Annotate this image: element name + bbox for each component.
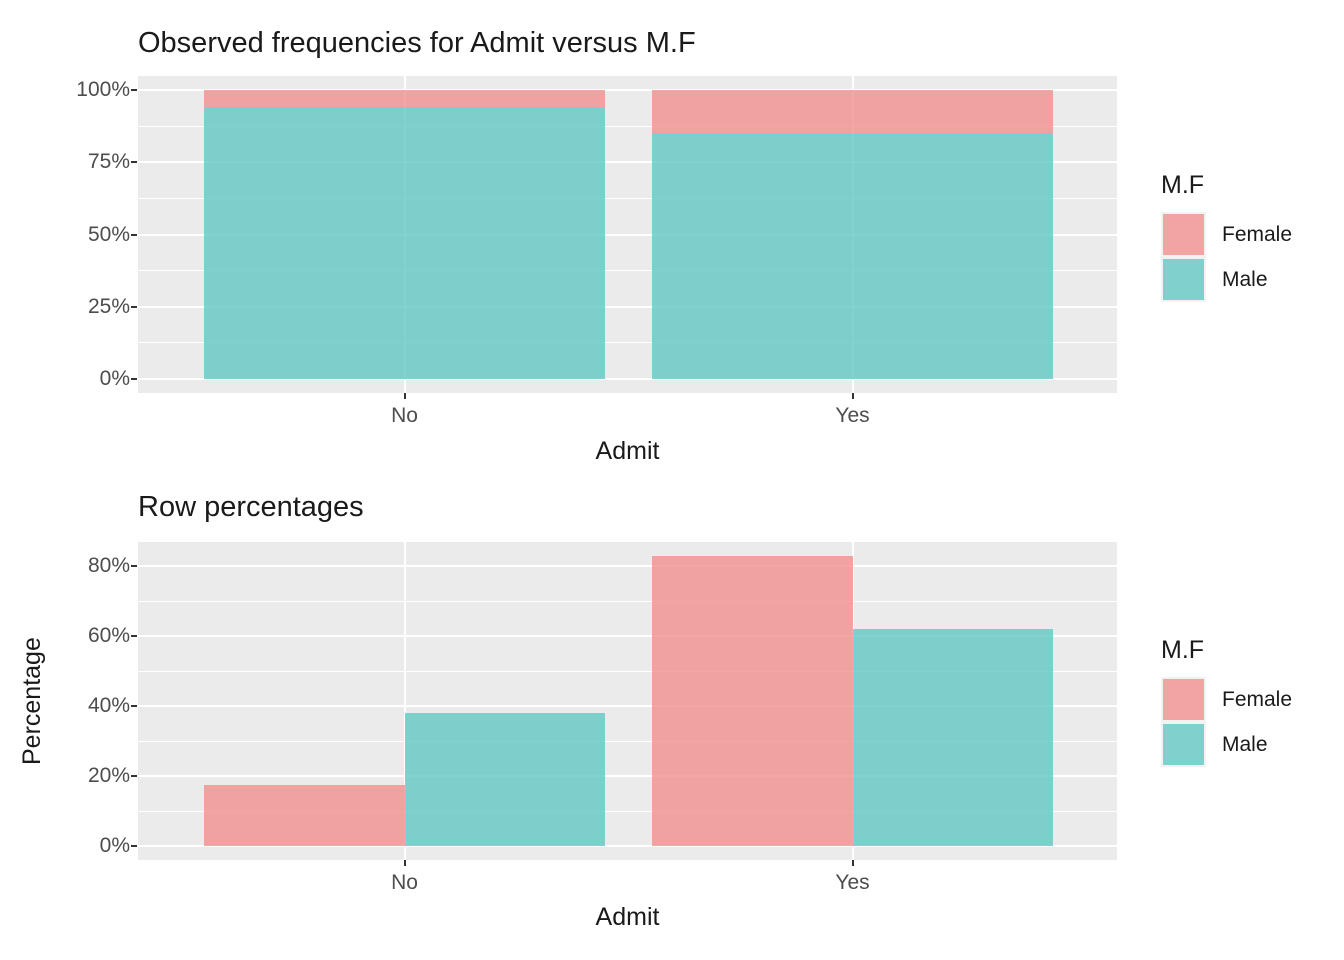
female-swatch bbox=[1161, 677, 1206, 722]
bar-male bbox=[852, 629, 1053, 846]
gridline-major bbox=[138, 89, 1117, 91]
y-tick-mark bbox=[131, 161, 137, 164]
bar-female bbox=[652, 90, 1053, 134]
male-swatch bbox=[1161, 722, 1206, 767]
chart2-x-axis-title: Admit bbox=[595, 903, 660, 931]
chart1-x-axis-title: Admit bbox=[595, 437, 660, 465]
x-tick-label: No bbox=[391, 404, 418, 427]
y-tick-mark bbox=[131, 565, 137, 567]
y-tick-mark bbox=[131, 233, 137, 236]
gridline-minor bbox=[138, 810, 1117, 812]
gridline-minor bbox=[138, 342, 1117, 344]
y-tick-label: 100% bbox=[76, 78, 130, 101]
chart2-legend-label-male: Male bbox=[1222, 732, 1268, 756]
y-tick-label: 0% bbox=[99, 834, 130, 857]
y-tick-mark bbox=[131, 635, 137, 637]
bar-male bbox=[204, 107, 605, 379]
chart2-legend-key-male: Male bbox=[1161, 722, 1292, 767]
chart2-legend-title: M.F bbox=[1161, 636, 1205, 664]
x-tick-label: Yes bbox=[835, 871, 870, 894]
gridline-minor bbox=[138, 670, 1117, 672]
chart2-legend-key-female: Female bbox=[1161, 677, 1292, 722]
bar-female bbox=[204, 784, 405, 846]
x-tick-mark bbox=[403, 393, 406, 399]
gridline-minor bbox=[138, 197, 1117, 199]
chart2-panel bbox=[138, 542, 1117, 860]
chart2-legend: M.F Female Male bbox=[1161, 635, 1292, 767]
chart1-panel bbox=[138, 76, 1117, 393]
bar-male bbox=[652, 133, 1053, 379]
gridline-major bbox=[138, 305, 1117, 308]
gridline-major bbox=[138, 775, 1117, 777]
gridline-major bbox=[138, 565, 1117, 567]
gridline-minor bbox=[138, 125, 1117, 127]
bar-female bbox=[204, 90, 605, 108]
gridline-major bbox=[138, 705, 1117, 707]
y-tick-label: 20% bbox=[87, 764, 130, 787]
y-tick-label: 60% bbox=[87, 624, 130, 647]
y-tick-mark bbox=[131, 775, 137, 777]
bar-female bbox=[652, 555, 853, 846]
male-swatch bbox=[1161, 257, 1206, 302]
gridline-minor bbox=[138, 740, 1117, 742]
y-tick-label: 25% bbox=[87, 294, 130, 318]
gridline-major bbox=[138, 233, 1117, 236]
gridline-minor bbox=[138, 270, 1117, 272]
chart1-legend: M.F Female Male bbox=[1161, 170, 1292, 302]
y-tick-mark bbox=[131, 89, 137, 91]
y-tick-mark bbox=[131, 705, 137, 707]
gridline-major bbox=[138, 635, 1117, 637]
female-swatch bbox=[1161, 212, 1206, 257]
chart2-title: Row percentages bbox=[138, 491, 364, 523]
gridline-major-vertical bbox=[403, 542, 406, 860]
chart1-legend-label-female: Female bbox=[1222, 222, 1293, 246]
y-tick-mark bbox=[131, 845, 137, 847]
bar-male bbox=[404, 713, 605, 846]
gridline-major bbox=[138, 378, 1117, 380]
x-tick-mark bbox=[403, 860, 406, 866]
y-tick-mark bbox=[131, 305, 137, 308]
x-tick-label: No bbox=[391, 871, 418, 894]
chart1-legend-key-female: Female bbox=[1161, 212, 1292, 257]
y-tick-label: 0% bbox=[99, 367, 130, 390]
gridline-major bbox=[138, 845, 1117, 847]
x-tick-label: Yes bbox=[835, 404, 870, 427]
gridline-minor bbox=[138, 600, 1117, 602]
y-tick-label: 50% bbox=[87, 222, 130, 246]
x-tick-mark bbox=[851, 860, 854, 866]
chart2-y-axis-title: Percentage bbox=[18, 637, 46, 765]
chart1-title: Observed frequencies for Admit versus M.… bbox=[138, 27, 696, 59]
chart1-legend-title: M.F bbox=[1161, 171, 1205, 199]
chart1-legend-key-male: Male bbox=[1161, 257, 1292, 302]
y-tick-mark bbox=[131, 378, 137, 380]
y-tick-label: 80% bbox=[87, 554, 130, 577]
chart1-legend-label-male: Male bbox=[1222, 267, 1268, 291]
gridline-major bbox=[138, 161, 1117, 164]
chart2-legend-label-female: Female bbox=[1222, 687, 1293, 711]
y-tick-label: 40% bbox=[87, 694, 130, 717]
x-tick-mark bbox=[851, 393, 854, 399]
y-tick-label: 75% bbox=[87, 150, 130, 174]
